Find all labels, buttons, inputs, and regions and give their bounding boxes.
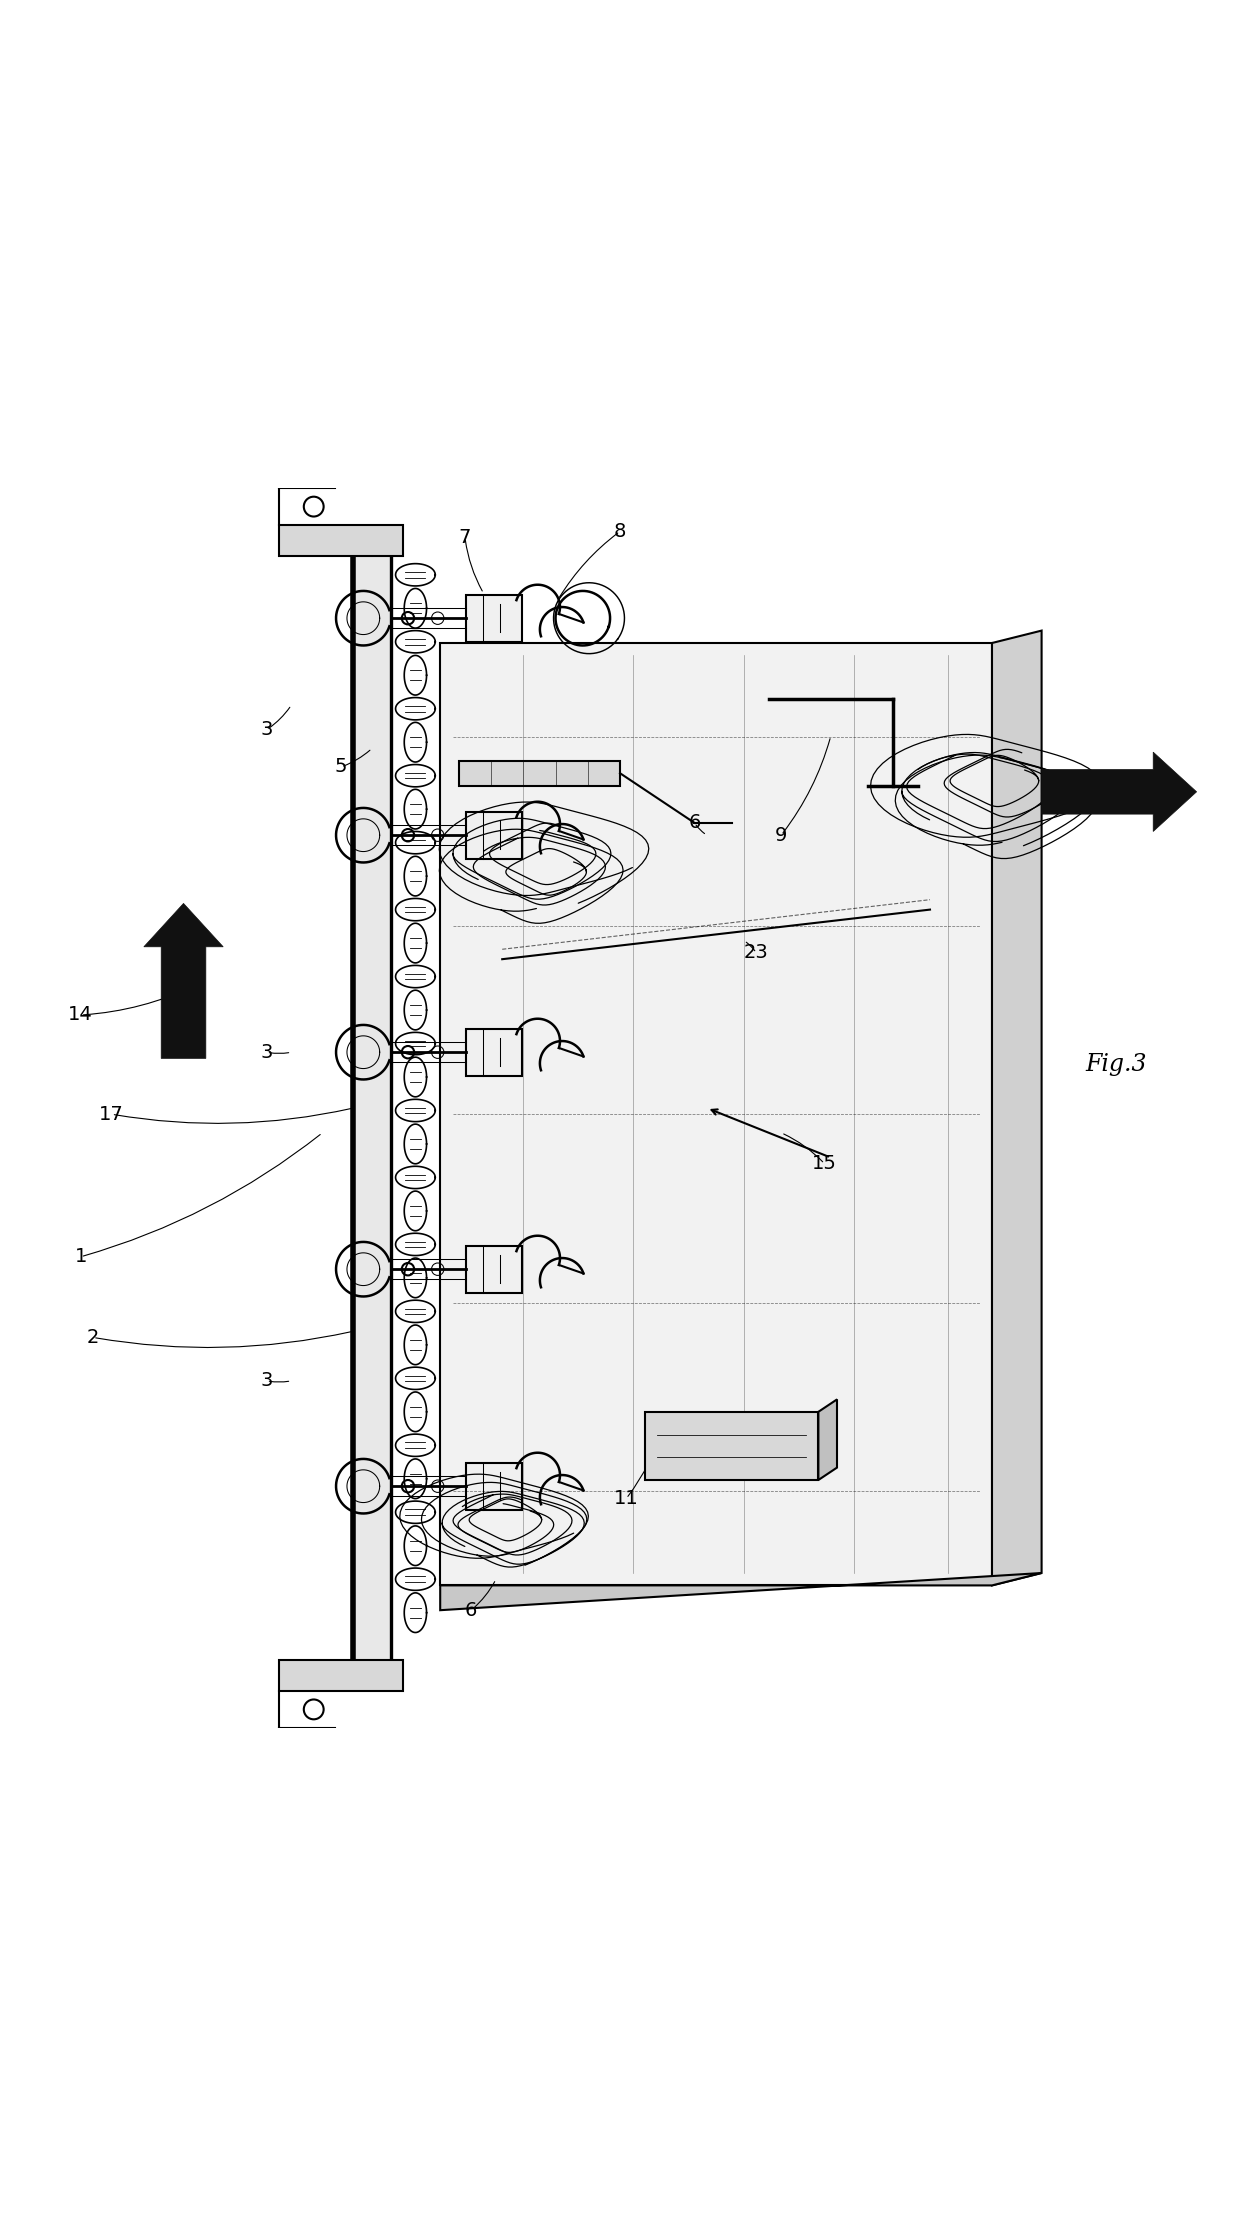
Polygon shape xyxy=(440,1573,1042,1611)
Text: 2: 2 xyxy=(87,1327,99,1347)
Polygon shape xyxy=(440,643,992,1584)
Polygon shape xyxy=(992,632,1042,1584)
Polygon shape xyxy=(353,538,391,1678)
Polygon shape xyxy=(279,1660,403,1691)
Bar xyxy=(466,1028,522,1075)
Polygon shape xyxy=(279,525,403,556)
Bar xyxy=(466,1463,522,1509)
Text: 9: 9 xyxy=(775,827,787,844)
Text: 15: 15 xyxy=(812,1155,837,1172)
Text: 3: 3 xyxy=(260,720,273,740)
Text: 11: 11 xyxy=(614,1489,639,1509)
Text: 6: 6 xyxy=(688,813,701,833)
Circle shape xyxy=(304,1700,324,1720)
Polygon shape xyxy=(818,1398,837,1480)
Text: 17: 17 xyxy=(99,1106,124,1124)
Bar xyxy=(466,1245,522,1292)
Text: 1: 1 xyxy=(74,1248,87,1265)
Bar xyxy=(466,811,522,860)
Text: 3: 3 xyxy=(260,1044,273,1061)
Text: 6: 6 xyxy=(465,1600,477,1620)
Polygon shape xyxy=(144,904,223,1059)
Text: 8: 8 xyxy=(614,523,626,541)
Text: Fig.3: Fig.3 xyxy=(1085,1053,1147,1077)
Circle shape xyxy=(304,496,324,516)
Text: 14: 14 xyxy=(68,1006,93,1024)
Text: 7: 7 xyxy=(459,527,471,547)
Bar xyxy=(645,1412,818,1480)
Text: 5: 5 xyxy=(335,758,347,776)
Bar xyxy=(466,594,522,643)
Text: 23: 23 xyxy=(744,944,769,962)
Polygon shape xyxy=(1042,751,1197,831)
Bar xyxy=(459,760,620,787)
Text: 3: 3 xyxy=(260,1372,273,1389)
